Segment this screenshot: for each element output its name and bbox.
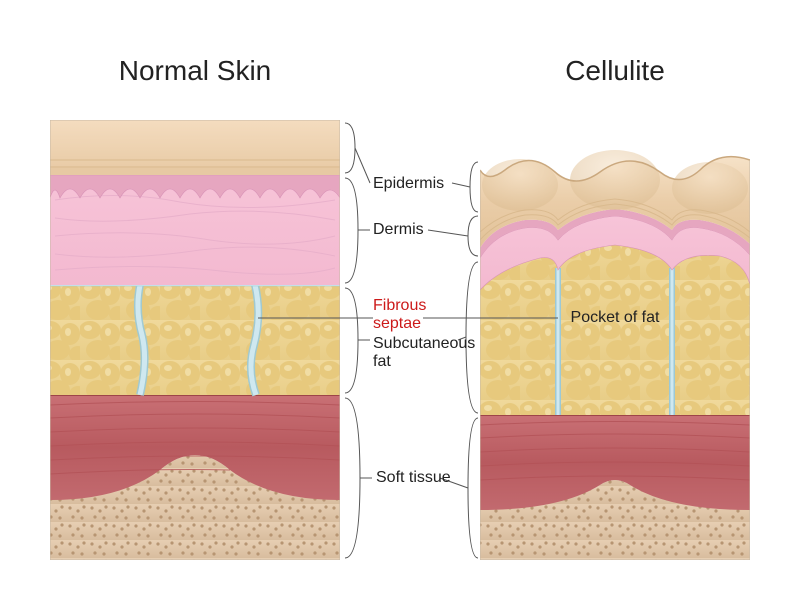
title-cellulite: Cellulite <box>565 55 665 86</box>
bracket-soft-right <box>468 418 478 558</box>
label-subcutaneous: Subcutaneous <box>373 335 475 352</box>
bump-highlight-1 <box>482 159 558 211</box>
epidermis-bottom-band <box>50 168 340 175</box>
bracket-fat-left <box>345 288 358 393</box>
lead-dermis-right <box>428 230 468 236</box>
layer-subcutaneous-fat <box>50 285 340 395</box>
fat-pocket-2 <box>558 245 672 415</box>
label-fibrous: Fibrous <box>373 297 426 314</box>
bracket-epidermis-right <box>470 162 478 212</box>
label-soft-tissue: Soft tissue <box>376 469 451 486</box>
label-septae: septae <box>373 315 421 332</box>
bump-highlight-3 <box>672 162 748 214</box>
title-normal: Normal Skin <box>119 55 271 86</box>
bracket-epidermis-left <box>345 123 355 173</box>
lead-epidermis-left <box>355 148 370 183</box>
bracket-soft-left <box>345 398 360 558</box>
label-dermis: Dermis <box>373 221 424 238</box>
label-pocket-of-fat: Pocket of fat <box>571 309 660 326</box>
panel-cellulite <box>480 150 750 560</box>
bracket-dermis-left <box>345 178 358 283</box>
bracket-dermis-right <box>468 216 478 256</box>
lead-epidermis-right <box>452 183 470 187</box>
fat-pocket-1 <box>480 258 558 416</box>
panel-normal-skin <box>50 120 340 560</box>
label-epidermis: Epidermis <box>373 175 444 192</box>
fat-pocket-3 <box>672 255 750 415</box>
label-fat: fat <box>373 353 391 370</box>
